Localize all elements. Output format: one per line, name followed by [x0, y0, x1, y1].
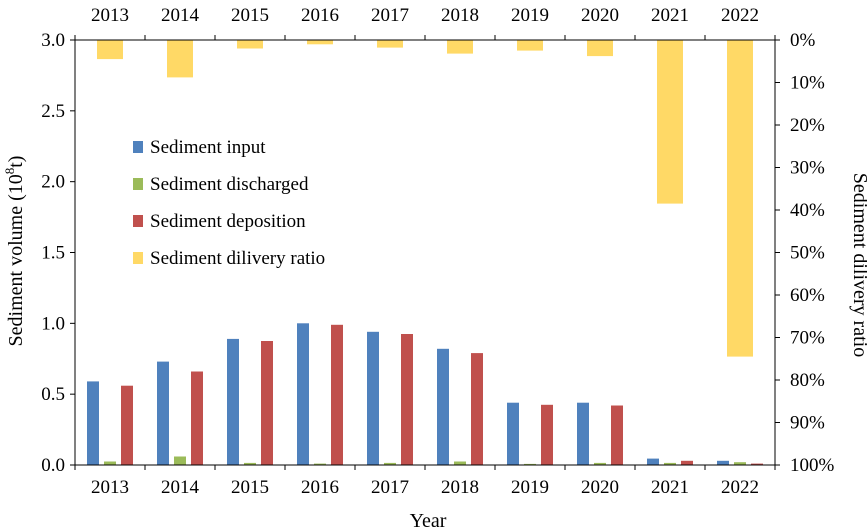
bar-ratio-2018 [447, 40, 473, 54]
bar-sediment-deposition-2019 [541, 404, 553, 465]
bar-sediment-discharged-2020 [594, 462, 606, 465]
y-axis-title-exponent: 8 [2, 168, 17, 175]
bar-sediment-deposition-2013 [121, 385, 133, 465]
x-axis-title: Year [410, 510, 447, 531]
y-tick-right-0pct: 0% [790, 30, 816, 51]
x-tick-bottom-2021: 2021 [651, 477, 689, 498]
bar-sediment-deposition-2015 [261, 341, 273, 465]
legend-label-sediment-input: Sediment input [150, 137, 266, 158]
bar-sediment-discharged-2018 [454, 461, 466, 465]
bar-sediment-deposition-2017 [401, 334, 413, 465]
axes-layer [70, 35, 780, 470]
bar-ratio-2014 [167, 40, 193, 78]
y-tick-right-80pct: 80% [790, 370, 825, 391]
bar-sediment-discharged-2013 [104, 461, 116, 465]
ticks-layer: 2013 2013 2014 2014 2015 2015 2016 2016 2017 2017… [41, 5, 834, 498]
legend-swatch-sediment-discharged [133, 178, 143, 190]
bar-sediment-deposition-2020 [611, 405, 623, 465]
x-tick-bottom-2020: 2020 [581, 477, 619, 498]
bar-ratio-2019 [517, 40, 543, 51]
x-tick-top-2022: 2022 [721, 5, 759, 26]
bar-sediment-discharged-2015 [244, 462, 256, 465]
x-tick-bottom-2022: 2022 [721, 477, 759, 498]
bar-sediment-input-2021 [647, 458, 659, 465]
bar-sediment-input-2017 [367, 331, 379, 465]
y-tick-left-2.0: 2.0 [41, 172, 65, 193]
x-tick-top-2019: 2019 [511, 5, 549, 26]
x-tick-top-2020: 2020 [581, 5, 619, 26]
bar-ratio-2022 [727, 40, 753, 357]
y-tick-right-40pct: 40% [790, 200, 825, 221]
y-tick-left-2.5: 2.5 [41, 101, 65, 122]
bar-sediment-input-2022 [717, 460, 729, 466]
y-tick-left-3.0: 3.0 [41, 30, 65, 51]
x-tick-top-2013: 2013 [91, 5, 129, 26]
bar-ratio-2016 [307, 40, 333, 45]
y-tick-right-30pct: 30% [790, 158, 825, 179]
legend-label-sediment-discharged: Sediment discharged [150, 174, 309, 195]
legend-label-sediment-dilivery-ratio: Sediment dilivery ratio [150, 248, 325, 269]
x-tick-bottom-2013: 2013 [91, 477, 129, 498]
x-tick-top-2014: 2014 [161, 5, 200, 26]
y-tick-right-10pct: 10% [790, 73, 825, 94]
y-axis-right-title: Sediment dilivery ratio [849, 173, 867, 357]
bar-sediment-input-2013 [87, 381, 99, 465]
y-tick-left-1.5: 1.5 [41, 243, 65, 264]
bar-sediment-discharged-2022 [734, 462, 746, 465]
y-tick-left-0.5: 0.5 [41, 384, 65, 405]
x-tick-top-2017: 2017 [371, 5, 409, 26]
bar-sediment-input-2020 [577, 402, 589, 465]
y-axis-title: Sediment volume (108t) [2, 156, 27, 347]
x-tick-bottom-2019: 2019 [511, 477, 549, 498]
bar-ratio-2013 [97, 40, 123, 60]
y-tick-left-1.0: 1.0 [41, 313, 65, 334]
bar-sediment-discharged-2016 [314, 463, 326, 465]
bar-sediment-input-2019 [507, 402, 519, 465]
y-tick-left-0.0: 0.0 [41, 455, 65, 476]
legend-swatch-sediment-deposition [133, 215, 143, 227]
x-tick-top-2021: 2021 [651, 5, 689, 26]
legend-swatch-sediment-dilivery-ratio [133, 252, 143, 264]
bar-sediment-deposition-2014 [191, 371, 203, 465]
x-tick-top-2016: 2016 [301, 5, 339, 26]
x-tick-bottom-2014: 2014 [161, 477, 200, 498]
y-tick-right-100pct: 100% [790, 455, 835, 476]
x-tick-bottom-2018: 2018 [441, 477, 479, 498]
legend-label-sediment-deposition: Sediment deposition [150, 211, 306, 232]
y-tick-right-50pct: 50% [790, 243, 825, 264]
legend-swatch-sediment-input [133, 141, 143, 153]
bar-sediment-input-2015 [227, 338, 239, 465]
bar-sediment-discharged-2019 [524, 463, 536, 465]
y-tick-right-70pct: 70% [790, 328, 825, 349]
x-tick-top-2015: 2015 [231, 5, 269, 26]
bar-sediment-deposition-2016 [331, 324, 343, 466]
bar-sediment-input-2014 [157, 361, 169, 465]
bar-sediment-discharged-2017 [384, 462, 396, 465]
bar-sediment-deposition-2021 [681, 460, 693, 466]
bar-sediment-deposition-2022 [751, 463, 763, 465]
bar-ratio-2021 [657, 40, 683, 204]
x-tick-bottom-2017: 2017 [371, 477, 409, 498]
bar-ratio-2020 [587, 40, 613, 57]
y-tick-right-60pct: 60% [790, 285, 825, 306]
y-tick-right-20pct: 20% [790, 115, 825, 136]
bars-layer [87, 40, 763, 466]
bar-ratio-2015 [237, 40, 263, 49]
bar-sediment-deposition-2018 [471, 353, 483, 465]
bar-sediment-input-2018 [437, 348, 449, 465]
bar-sediment-discharged-2021 [664, 462, 676, 465]
legend: Sediment input Sediment discharged Sedimen… [133, 137, 325, 269]
y-axis-title-main: Sediment volume (10 [5, 174, 27, 346]
x-tick-bottom-2015: 2015 [231, 477, 269, 498]
bar-sediment-discharged-2014 [174, 456, 186, 465]
x-tick-top-2018: 2018 [441, 5, 479, 26]
y-tick-right-90pct: 90% [790, 413, 825, 434]
bar-ratio-2017 [377, 40, 403, 48]
bar-sediment-input-2016 [297, 323, 309, 465]
y-axis-title-unit: t) [5, 156, 27, 168]
x-tick-bottom-2016: 2016 [301, 477, 339, 498]
